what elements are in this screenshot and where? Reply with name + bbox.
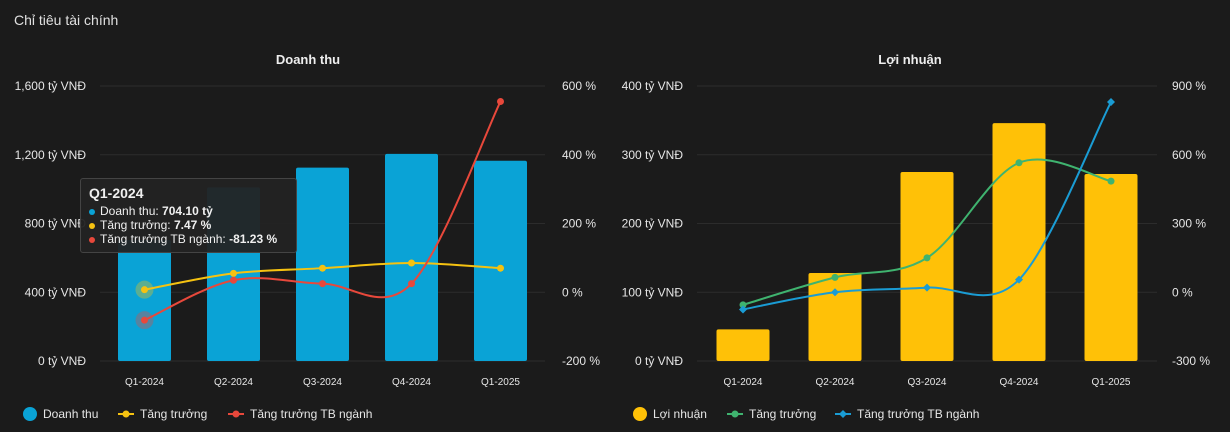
- data-point: [923, 254, 931, 262]
- y-right-tick-label: 900 %: [1172, 79, 1206, 93]
- y-left-tick-label: 100 tỷ VNĐ: [622, 285, 684, 299]
- data-point: [1015, 159, 1023, 167]
- bar: [385, 153, 438, 361]
- data-point: [408, 259, 415, 267]
- y-right-tick-label: 0 %: [1172, 285, 1193, 299]
- bar: [716, 329, 770, 361]
- tooltip-label: Tăng trưởng:: [100, 218, 174, 232]
- data-point: [230, 269, 237, 277]
- bar: [808, 273, 862, 361]
- y-right-tick-label: 0 %: [562, 285, 583, 299]
- y-right-tick-label: 300 %: [1172, 217, 1206, 231]
- data-point: [230, 276, 237, 284]
- tooltip-row-industry: Tăng trưởng TB ngành: -81.23 %: [89, 232, 288, 246]
- chart-tooltip: Q1-2024 Doanh thu: 704.10 tỷ Tăng trưởng…: [80, 178, 297, 253]
- y-left-tick-label: 1,200 tỷ VNĐ: [15, 148, 87, 162]
- legend-marker-icon: [23, 407, 37, 421]
- bar: [900, 171, 954, 361]
- legend-marker-icon: [232, 410, 240, 418]
- data-point: [831, 273, 839, 281]
- bar: [474, 160, 527, 361]
- y-left-tick-label: 300 tỷ VNĐ: [622, 148, 684, 162]
- tooltip-label: Tăng trưởng TB ngành:: [100, 232, 230, 246]
- legend-label: Tăng trưởng TB ngành: [857, 407, 979, 421]
- legend-marker-icon: [122, 410, 130, 418]
- page-title: Chỉ tiêu tài chính: [14, 12, 119, 28]
- series-line: [742, 101, 1112, 311]
- tooltip-value: 704.10 tỷ: [162, 204, 213, 218]
- data-point: [831, 288, 839, 297]
- legend-marker-icon: [839, 410, 847, 418]
- legend-label: Tăng trưởng: [140, 407, 207, 421]
- x-tick-label: Q3-2024: [908, 377, 947, 388]
- legend-label: Tăng trưởng: [749, 407, 816, 421]
- data-point: [1107, 98, 1115, 107]
- y-left-tick-label: 400 tỷ VNĐ: [622, 79, 684, 93]
- data-point: [739, 301, 747, 309]
- y-left-tick-label: 0 tỷ VNĐ: [38, 354, 86, 368]
- tooltip-value: 7.47 %: [173, 218, 212, 232]
- industry-dot-icon: [89, 236, 95, 243]
- series-line: [742, 158, 1112, 306]
- y-right-tick-label: -300 %: [1172, 354, 1210, 368]
- data-point: [141, 286, 148, 294]
- data-point: [141, 316, 148, 324]
- x-tick-label: Q1-2024: [724, 377, 763, 388]
- tooltip-row-revenue: Doanh thu: 704.10 tỷ: [89, 204, 288, 218]
- data-point: [923, 283, 931, 292]
- x-tick-label: Q1-2025: [1092, 377, 1131, 388]
- y-right-tick-label: 400 %: [562, 148, 596, 162]
- legend-label: Tăng trưởng TB ngành: [250, 407, 372, 421]
- data-point: [739, 305, 747, 314]
- tooltip-label: Doanh thu:: [100, 204, 163, 218]
- legend-label: Doanh thu: [43, 407, 98, 421]
- y-right-tick-label: 200 %: [562, 217, 596, 231]
- x-tick-label: Q2-2024: [816, 377, 855, 388]
- legend-marker-icon: [633, 407, 647, 421]
- legend-marker-icon: [731, 410, 739, 418]
- x-tick-label: Q2-2024: [214, 377, 253, 388]
- series-line: [144, 101, 502, 322]
- y-right-tick-label: -200 %: [562, 354, 600, 368]
- y-left-tick-label: 200 tỷ VNĐ: [622, 217, 684, 231]
- x-tick-label: Q1-2025: [481, 377, 520, 388]
- tooltip-value: -81.23 %: [229, 232, 278, 246]
- x-tick-label: Q3-2024: [303, 377, 342, 388]
- y-right-tick-label: 600 %: [562, 79, 596, 93]
- data-point: [497, 264, 504, 272]
- x-tick-label: Q1-2024: [125, 377, 164, 388]
- chart-title: Doanh thu: [276, 52, 340, 67]
- revenue-dot-icon: [89, 208, 95, 215]
- data-point: [319, 280, 326, 288]
- bar: [992, 123, 1046, 361]
- y-left-tick-label: 800 tỷ VNĐ: [25, 217, 87, 231]
- bar: [1084, 174, 1138, 361]
- y-left-tick-label: 400 tỷ VNĐ: [25, 285, 87, 299]
- data-point: [319, 264, 326, 272]
- bar: [296, 167, 349, 361]
- y-left-tick-label: 1,600 tỷ VNĐ: [15, 79, 87, 93]
- chart-2-group: Lợi nhuận 0 tỷ VNĐ 100 tỷ VNĐ 200 tỷ VNĐ 300…: [622, 52, 1210, 421]
- tooltip-title: Q1-2024: [89, 185, 144, 201]
- y-right-tick-label: 600 %: [1172, 148, 1206, 162]
- chart-1-group: Doanh thu 0 tỷ VNĐ 400 tỷ VNĐ 800 tỷ VNĐ 1,2…: [15, 52, 600, 421]
- bar: [118, 239, 171, 361]
- x-tick-label: Q4-2024: [1000, 377, 1039, 388]
- chart-title: Lợi nhuận: [878, 52, 941, 67]
- data-point: [1015, 275, 1023, 284]
- x-tick-label: Q4-2024: [392, 377, 431, 388]
- growth-dot-icon: [89, 222, 95, 229]
- y-left-tick-label: 0 tỷ VNĐ: [635, 354, 683, 368]
- data-point: [1107, 177, 1115, 185]
- data-point: [497, 97, 504, 105]
- tooltip-row-growth: Tăng trưởng: 7.47 %: [89, 218, 288, 232]
- data-point: [408, 280, 415, 288]
- legend-label: Lợi nhuận: [653, 407, 707, 421]
